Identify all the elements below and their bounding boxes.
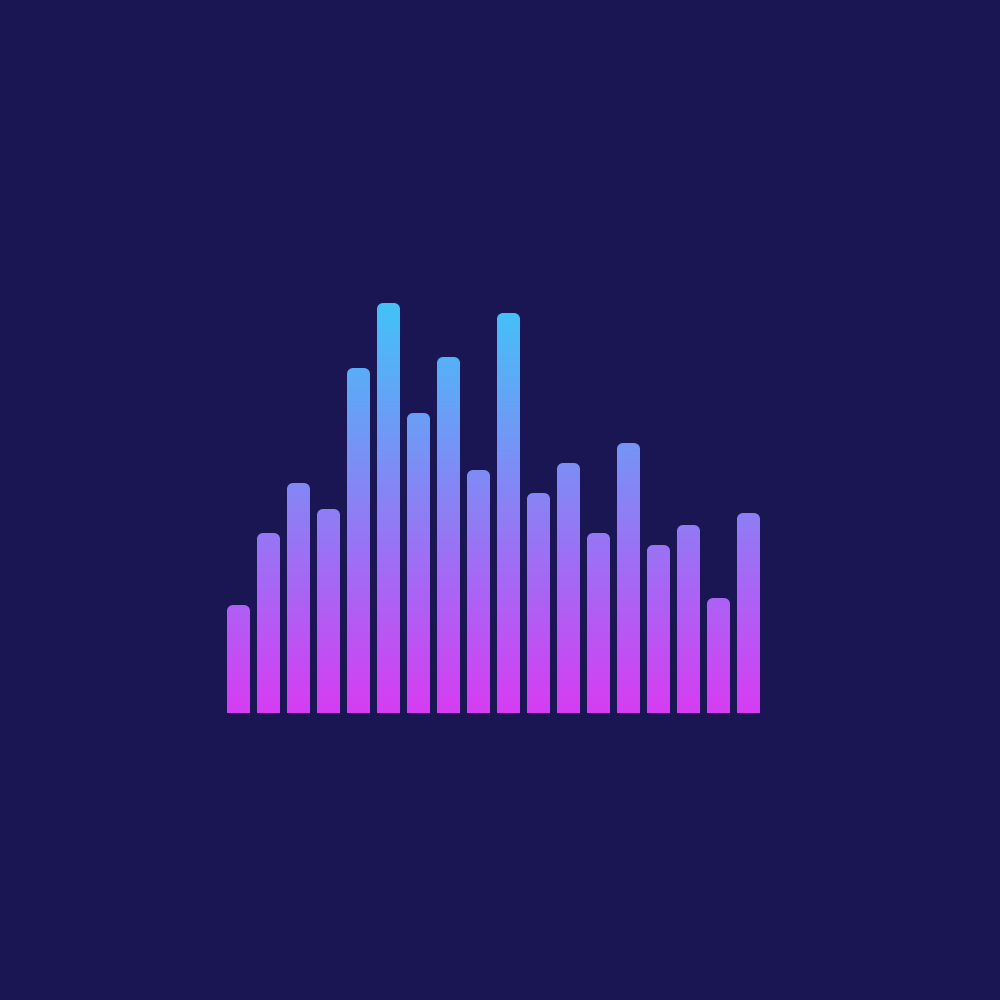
- equalizer-bar: [437, 357, 460, 713]
- equalizer-bar: [497, 313, 520, 713]
- equalizer-bar: [257, 533, 280, 713]
- equalizer-bar: [317, 509, 340, 713]
- equalizer-bar: [707, 598, 730, 713]
- equalizer-bar: [227, 605, 250, 713]
- equalizer-bar: [287, 483, 310, 713]
- equalizer-bar: [677, 525, 700, 713]
- equalizer-bar: [647, 545, 670, 713]
- equalizer-bar: [467, 470, 490, 713]
- equalizer-bar: [737, 513, 760, 713]
- equalizer-bar: [527, 493, 550, 713]
- equalizer-bar: [557, 463, 580, 713]
- equalizer-graphic: [0, 0, 1000, 1000]
- equalizer-bars: [227, 303, 760, 713]
- equalizer-bar: [587, 533, 610, 713]
- equalizer-bar: [617, 443, 640, 713]
- equalizer-bar: [377, 303, 400, 713]
- equalizer-bar: [347, 368, 370, 713]
- equalizer-bar: [407, 413, 430, 713]
